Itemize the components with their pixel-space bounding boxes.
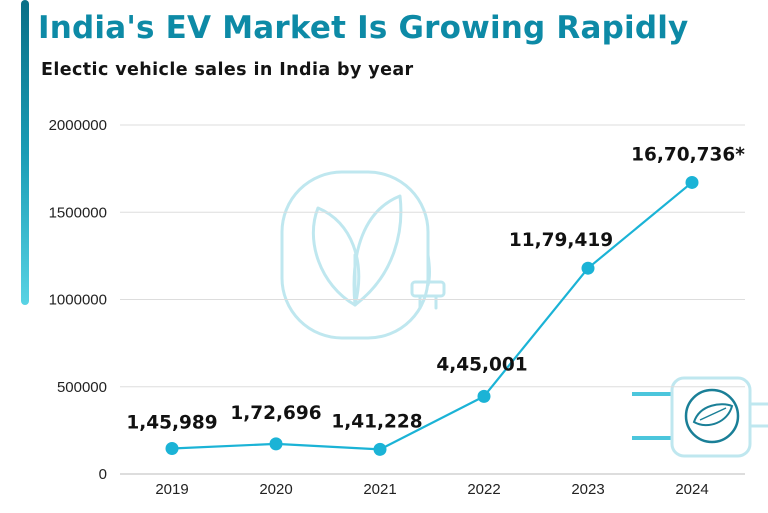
gridlines <box>120 124 745 475</box>
y-tick-label: 0 <box>99 466 107 483</box>
data-labels: 1,45,989 1,72,696 1,41,228 4,45,001 11,79,41… <box>126 144 745 433</box>
ev-sales-series <box>165 175 699 456</box>
x-tick-label: 2023 <box>571 481 604 498</box>
x-axis: 2019 2020 2021 2022 2023 2024 <box>155 481 708 498</box>
data-point <box>165 442 179 456</box>
plug-icon <box>632 376 768 458</box>
x-tick-label: 2024 <box>675 481 708 498</box>
data-label: 1,72,696 <box>230 403 321 424</box>
data-label: 1,45,989 <box>126 413 217 434</box>
data-point <box>581 261 595 275</box>
y-tick-label: 1500000 <box>49 204 107 221</box>
x-tick-label: 2022 <box>467 481 500 498</box>
leaf-plug-icon <box>280 170 446 340</box>
y-tick-label: 1000000 <box>49 292 107 309</box>
chart-subtitle: Electic vehicle sales in India by year <box>41 60 414 80</box>
data-point <box>685 175 699 189</box>
data-label: 1,41,228 <box>331 411 422 432</box>
x-tick-label: 2020 <box>259 481 292 498</box>
data-point <box>269 437 283 451</box>
series-line <box>171 181 693 451</box>
y-tick-label: 2000000 <box>49 117 107 134</box>
data-point <box>373 442 387 456</box>
accent-bar <box>21 0 29 305</box>
x-tick-label: 2021 <box>363 481 396 498</box>
data-label: 4,45,001 <box>436 354 527 375</box>
chart-title: India's EV Market Is Growing Rapidly <box>38 10 689 46</box>
data-label: 11,79,419 <box>509 230 613 251</box>
data-label: 16,70,736* <box>631 144 745 165</box>
x-tick-label: 2019 <box>155 481 188 498</box>
data-point <box>477 389 491 403</box>
y-axis: 0 500000 1000000 1500000 2000000 <box>49 117 107 483</box>
y-tick-label: 500000 <box>57 379 107 396</box>
